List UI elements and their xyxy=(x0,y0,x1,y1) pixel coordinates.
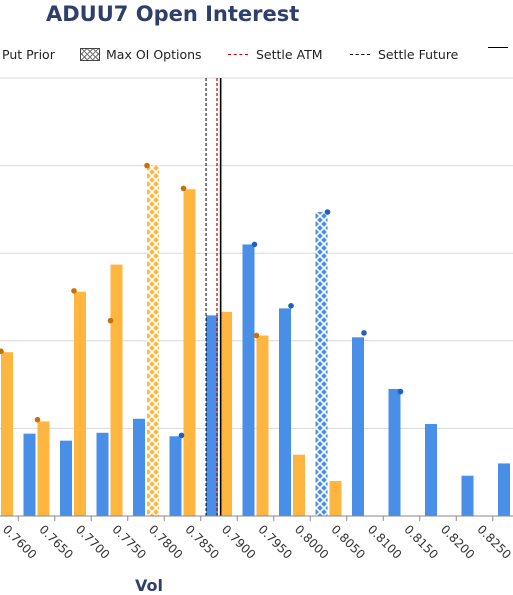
put-bar xyxy=(256,335,269,516)
put-bar xyxy=(329,480,342,516)
call-prior-marker xyxy=(397,388,404,395)
call-prior-marker xyxy=(251,241,258,248)
put-bar xyxy=(147,165,159,516)
call-bar xyxy=(60,440,72,516)
call-bar xyxy=(279,308,291,516)
put-bar xyxy=(37,421,50,516)
legend-label: Settle Future xyxy=(378,47,459,62)
x-tick-label: 0.7800 xyxy=(146,522,186,562)
x-axis-title: Vol xyxy=(135,576,163,595)
call-bar xyxy=(206,315,218,516)
x-tick-label: 0.8050 xyxy=(328,522,368,562)
legend-label: Max OI Options xyxy=(106,47,202,62)
x-tick-label: 0.8000 xyxy=(292,522,332,562)
call-prior-marker xyxy=(178,432,185,439)
put-bar xyxy=(110,264,123,516)
red-dash-swatch-icon xyxy=(228,54,248,55)
put-prior-marker xyxy=(107,317,114,324)
chart-title: ADUU7 Open Interest xyxy=(46,2,300,26)
call-bar xyxy=(461,475,474,516)
x-tick-label: 0.7750 xyxy=(109,522,149,562)
solid-swatch-icon xyxy=(488,47,508,48)
x-tick-label: 0.7900 xyxy=(219,522,259,562)
x-tick-label: 0.8150 xyxy=(401,522,441,562)
put-bar xyxy=(183,189,196,516)
put-prior-marker xyxy=(34,416,41,423)
call-bar xyxy=(425,424,437,516)
put-bar xyxy=(1,352,13,516)
legend-item-put-prior[interactable]: Put Prior xyxy=(2,47,55,62)
hatch-swatch-icon xyxy=(80,48,100,61)
call-bar xyxy=(133,418,145,516)
x-tick-label: 0.8200 xyxy=(438,522,478,562)
legend-item-max-oi[interactable]: Max OI Options xyxy=(80,47,202,62)
call-bar xyxy=(169,436,182,516)
legend-label: Settle ATM xyxy=(256,47,323,62)
legend: Put Prior Max OI Options Settle ATM Sett… xyxy=(0,44,513,66)
put-bar xyxy=(220,311,232,516)
x-tick-label: 0.8100 xyxy=(365,522,405,562)
put-prior-marker xyxy=(180,185,187,192)
put-prior-marker xyxy=(144,162,150,169)
x-tick-label: 0.7600 xyxy=(0,522,39,562)
call-prior-marker xyxy=(361,330,367,336)
call-bar xyxy=(498,463,510,516)
put-prior-marker xyxy=(0,348,4,355)
x-tick-label: 0.7650 xyxy=(36,522,76,562)
legend-item-settle-future[interactable]: Settle Future xyxy=(350,47,458,62)
call-prior-marker xyxy=(324,209,331,215)
call-bar xyxy=(388,388,401,516)
call-bar xyxy=(315,212,328,516)
x-tick-label: 0.7850 xyxy=(182,522,222,562)
put-prior-marker xyxy=(253,332,260,339)
x-tick-label: 0.7950 xyxy=(255,522,295,562)
legend-item-settle-atm[interactable]: Settle ATM xyxy=(228,47,323,62)
legend-label: Put Prior xyxy=(2,47,55,62)
call-bar xyxy=(23,433,36,516)
call-prior-marker xyxy=(288,302,294,309)
call-bar xyxy=(352,337,364,516)
black-dash-swatch-icon xyxy=(350,54,370,55)
put-bar xyxy=(293,454,305,516)
call-bar xyxy=(96,432,109,516)
put-bar xyxy=(74,291,86,516)
call-bar xyxy=(242,244,255,516)
x-tick-label: 0.7700 xyxy=(73,522,113,562)
x-tick-label: 0.8250 xyxy=(474,522,513,562)
put-prior-marker xyxy=(71,288,77,294)
legend-item-solid[interactable] xyxy=(488,47,513,48)
